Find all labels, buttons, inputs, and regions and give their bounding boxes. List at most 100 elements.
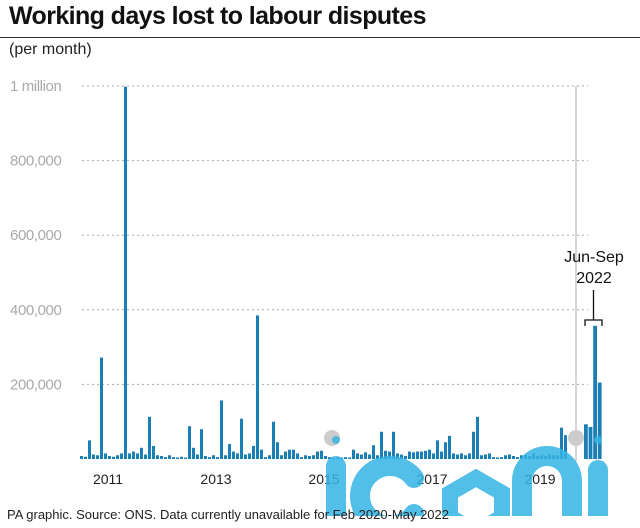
gap-marker [568, 430, 584, 446]
bars [80, 86, 602, 459]
bar [108, 456, 111, 459]
bar [188, 426, 191, 459]
bar [404, 456, 407, 459]
bar [220, 400, 223, 459]
bar [196, 454, 199, 459]
bar [376, 455, 379, 459]
bar [452, 453, 455, 459]
bar [120, 453, 123, 459]
bar [504, 455, 507, 459]
bar [460, 453, 463, 459]
bar [564, 435, 567, 459]
bar [500, 457, 503, 459]
bar [496, 457, 499, 459]
bar [280, 455, 283, 459]
bar [264, 457, 267, 459]
bar [316, 451, 319, 459]
bar [468, 453, 471, 459]
bar [512, 456, 515, 459]
bar [312, 455, 315, 459]
bar [80, 456, 83, 459]
bar [480, 455, 483, 459]
bar [160, 456, 163, 459]
bar [292, 449, 295, 459]
bar [356, 453, 359, 459]
bar [384, 450, 387, 459]
bar [276, 442, 279, 459]
bar [472, 431, 475, 459]
x-tick-label: 2017 [416, 471, 447, 487]
source-note: PA graphic. Source: ONS. Data currently … [7, 507, 449, 522]
y-tick-label: 1 million [10, 78, 61, 95]
bar [104, 453, 107, 459]
bar [424, 450, 427, 459]
bar [256, 315, 259, 459]
bar [300, 457, 303, 459]
bar [408, 451, 411, 459]
bar [84, 456, 87, 459]
chart-subtitle: (per month) [9, 41, 92, 58]
bar [88, 440, 91, 459]
annotation-label: Jun-Sep [564, 249, 624, 266]
y-tick-label: 200,000 [10, 376, 61, 393]
bar [448, 435, 451, 459]
bar [164, 457, 167, 459]
bar [156, 455, 159, 459]
bar [396, 453, 399, 459]
gridlines [82, 85, 588, 385]
bar [597, 382, 602, 459]
bar [168, 455, 171, 459]
bar [380, 431, 383, 459]
bar [324, 456, 327, 459]
bar [112, 456, 115, 459]
annotation-bracket [584, 290, 603, 326]
bar [232, 451, 235, 459]
y-tick-label: 600,000 [10, 227, 61, 244]
bar [328, 457, 331, 459]
bar [236, 453, 239, 459]
bar [176, 457, 179, 459]
bar [348, 457, 351, 459]
bar [308, 456, 311, 459]
annotation-label: 2022 [576, 270, 612, 287]
title-divider [0, 37, 640, 38]
bar [352, 449, 355, 459]
bar [216, 457, 219, 459]
bar [284, 451, 287, 459]
bar [392, 431, 395, 459]
bar [372, 445, 375, 459]
bar [360, 454, 363, 459]
bar [412, 452, 415, 459]
bar [444, 442, 447, 459]
bar [192, 447, 195, 459]
iconic-watermark-logo [326, 436, 608, 516]
bar [428, 449, 431, 459]
bar [96, 455, 99, 459]
annotation: Jun-Sep 2022 [564, 249, 624, 326]
bar [464, 455, 467, 459]
bar [388, 451, 391, 459]
bar [144, 454, 147, 459]
bar [200, 429, 203, 459]
x-tick-label: 2011 [93, 471, 123, 487]
bar [516, 457, 519, 459]
bar [508, 454, 511, 459]
bar [136, 453, 139, 459]
bar [268, 455, 271, 459]
bar [400, 454, 403, 459]
bar [492, 457, 495, 459]
bar [476, 416, 479, 459]
bar [456, 454, 459, 459]
y-axis: 200,000 400,000 600,000 800,000 1 million [10, 78, 62, 393]
bar [488, 453, 491, 459]
bar [116, 455, 119, 459]
bar [288, 449, 291, 459]
bar [208, 457, 211, 459]
bar [132, 451, 135, 459]
bar [152, 445, 155, 459]
bar [368, 454, 371, 459]
bar [432, 453, 435, 459]
bar [140, 447, 143, 459]
y-tick-label: 400,000 [10, 302, 61, 319]
